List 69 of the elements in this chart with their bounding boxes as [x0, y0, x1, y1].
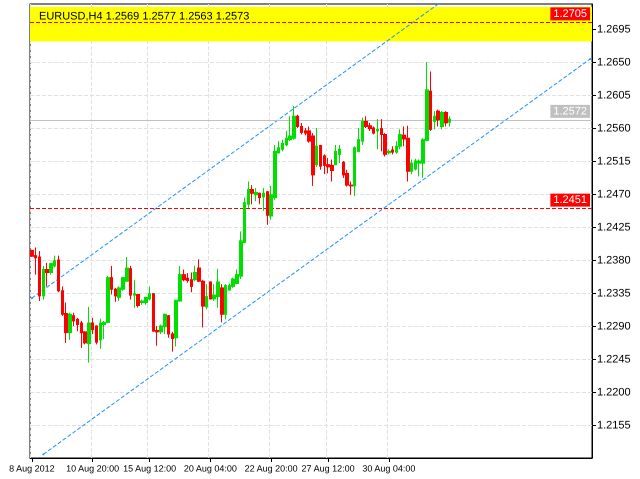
y-tick-label: 1.2515	[597, 156, 631, 168]
candlestick	[372, 126, 375, 136]
y-tick-label: 1.2605	[597, 90, 631, 102]
y-tick-label: 1.2470	[597, 188, 631, 201]
candlestick	[262, 188, 265, 212]
candlestick	[433, 110, 436, 130]
candlestick	[205, 284, 208, 310]
y-tick-label: 1.2560	[597, 122, 631, 135]
candlestick	[163, 313, 167, 335]
y-tick-label: 1.2650	[597, 56, 631, 69]
y-tick-label: 1.2695	[597, 24, 631, 36]
candlestick	[209, 280, 212, 300]
x-tick-label: 22 Aug 20:00	[244, 464, 298, 474]
y-tick-label: 1.2380	[597, 254, 631, 267]
candlestick	[190, 272, 193, 293]
candlestick	[319, 144, 322, 170]
candlestick	[224, 284, 227, 320]
candlestick	[364, 116, 368, 128]
candlestick	[148, 286, 151, 301]
candlestick	[330, 158, 334, 182]
candlestick	[334, 144, 337, 166]
candlestick	[87, 306, 91, 364]
candlestick	[254, 188, 258, 202]
ref-line-label: 1.2705	[553, 8, 587, 20]
candlestick	[45, 262, 49, 287]
candlestick	[220, 284, 224, 323]
candlestick	[406, 125, 410, 182]
candlestick	[292, 105, 296, 140]
candlestick	[440, 110, 444, 130]
candlestick	[136, 293, 140, 308]
candlestick	[387, 148, 391, 155]
candlestick	[133, 279, 136, 308]
x-tick-label: 10 Aug 20:00	[66, 464, 120, 474]
candlestick	[429, 70, 432, 132]
candlestick	[68, 312, 72, 340]
text: EURUSD,H4 1.2569 1.2577 1.2563 1.2573	[39, 10, 250, 22]
y-tick-label: 1.2155	[597, 420, 631, 432]
candlestick	[258, 192, 261, 205]
x-tick-label: 30 Aug 04:00	[362, 464, 416, 474]
candlestick	[444, 110, 448, 127]
x-tick-label: 8 Aug 2012	[9, 464, 55, 474]
candlestick	[448, 116, 451, 127]
y-tick-label: 1.2335	[597, 288, 631, 300]
candlestick	[376, 118, 379, 150]
y-tick-label: 1.2290	[597, 320, 631, 333]
candlestick	[42, 265, 45, 300]
candlestick	[80, 320, 83, 348]
candlestick	[391, 146, 394, 155]
y-tick-label: 1.2425	[597, 222, 631, 234]
y-tick-label: 1.2200	[597, 386, 631, 399]
ref-line-label: 1.2572	[553, 105, 587, 118]
candlestick	[182, 269, 186, 282]
candlestick	[398, 128, 402, 150]
candlestick	[99, 318, 102, 350]
y-tick-label: 1.2245	[597, 354, 631, 366]
candlestick	[193, 265, 197, 282]
x-tick-label: 20 Aug 04:00	[184, 464, 237, 474]
x-tick-label: 15 Aug 12:00	[123, 464, 176, 474]
candlestick	[436, 109, 440, 127]
candlestick	[410, 158, 413, 175]
candlestick	[140, 299, 144, 306]
candlestick	[38, 250, 41, 302]
candlestick	[315, 127, 318, 168]
x-tick-label: 27 Aug 12:00	[302, 464, 355, 474]
ref-line-label: 1.2451	[553, 194, 587, 206]
candlestick	[216, 268, 220, 308]
candlestick	[250, 184, 254, 205]
candlestick	[129, 265, 132, 300]
candlestick	[338, 144, 341, 164]
